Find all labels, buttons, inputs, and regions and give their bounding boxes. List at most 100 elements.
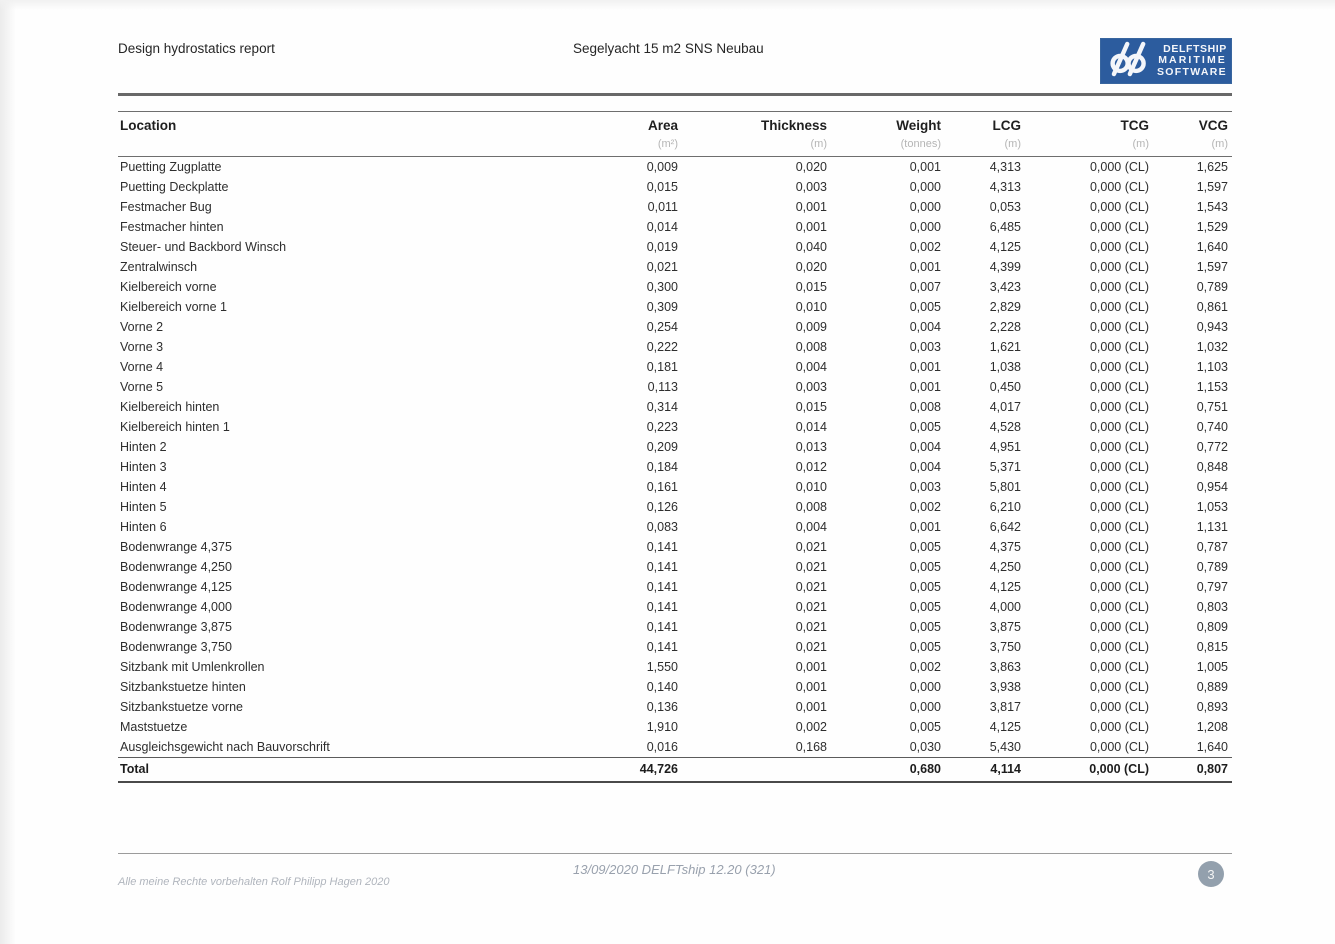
table-row: Hinten 2 0,209 0,013 0,004 4,951 0,000 (CL) 0,… <box>118 437 1232 457</box>
cell-tcg: 0,000 (CL) <box>1089 459 1149 474</box>
table-total-row: Total 44,726 0,680 4,114 0,000 (CL) 0,80… <box>118 757 1232 782</box>
cell-lcg: 3,750 <box>989 639 1021 654</box>
cell-lcg: 3,423 <box>989 279 1021 294</box>
cell-area: 0,021 <box>646 259 678 274</box>
cell-location: Bodenwrange 4,250 <box>120 559 232 574</box>
logo-line-3: SOFTWARE <box>1157 65 1227 78</box>
table-row: Hinten 3 0,184 0,012 0,004 5,371 0,000 (CL) 0,… <box>118 457 1232 477</box>
cell-weight: 0,001 <box>909 379 941 394</box>
delftship-logo-text: DELFTSHIP MARITIME SOFTWARE <box>1157 42 1227 79</box>
col-header-location: Location <box>120 117 177 133</box>
cell-area: 0,141 <box>646 619 678 634</box>
cell-lcg: 0,450 <box>989 379 1021 394</box>
cell-tcg: 0,000 (CL) <box>1089 439 1149 454</box>
cell-location: Hinten 3 <box>120 459 167 474</box>
cell-area: 0,113 <box>647 379 678 394</box>
cell-location: Sitzbankstuetze hinten <box>120 679 246 694</box>
table-row: Ausgleichsgewicht nach Bauvorschrift 0,01… <box>118 737 1232 758</box>
col-header-weight: Weight <box>896 117 941 133</box>
report-table-body: Puetting Zugplatte 0,009 0,020 0,001 4,313 0,… <box>118 156 1232 757</box>
total-vcg: 0,807 <box>1196 762 1228 776</box>
cell-location: Maststuetze <box>120 719 188 734</box>
cell-lcg: 4,125 <box>989 719 1021 734</box>
table-row: Steuer- und Backbord Winsch 0,019 0,040 0,0… <box>118 237 1232 257</box>
page-number-badge: 3 <box>1198 861 1224 887</box>
cell-tcg: 0,000 (CL) <box>1089 639 1149 654</box>
cell-lcg: 4,125 <box>989 579 1021 594</box>
cell-tcg: 0,000 (CL) <box>1089 699 1149 714</box>
cell-location: Zentralwinsch <box>120 259 198 274</box>
cell-thickness: 0,010 <box>795 479 827 494</box>
cell-thickness: 0,004 <box>795 359 827 374</box>
cell-weight: 0,001 <box>909 159 941 174</box>
cell-area: 0,209 <box>646 439 678 454</box>
cell-lcg: 3,875 <box>989 619 1021 634</box>
cell-location: Bodenwrange 3,875 <box>120 619 232 634</box>
table-row: Bodenwrange 4,250 0,141 0,021 0,005 4,250 0,0… <box>118 557 1232 577</box>
cell-vcg: 0,789 <box>1196 279 1228 294</box>
cell-weight: 0,005 <box>909 299 941 314</box>
total-area: 44,726 <box>639 762 678 776</box>
cell-lcg: 6,210 <box>989 499 1021 514</box>
cell-lcg: 2,228 <box>989 319 1021 334</box>
cell-location: Hinten 4 <box>120 479 167 494</box>
cell-lcg: 4,250 <box>989 559 1021 574</box>
cell-thickness: 0,012 <box>795 459 827 474</box>
cell-tcg: 0,000 (CL) <box>1089 479 1149 494</box>
cell-weight: 0,005 <box>909 419 941 434</box>
table-row: Vorne 3 0,222 0,008 0,003 1,621 0,000 (CL) 1,0… <box>118 337 1232 357</box>
cell-location: Steuer- und Backbord Winsch <box>120 239 287 254</box>
cell-tcg: 0,000 (CL) <box>1089 179 1149 194</box>
cell-lcg: 6,485 <box>989 219 1021 234</box>
table-row: Bodenwrange 4,125 0,141 0,021 0,005 4,125 0,0… <box>118 577 1232 597</box>
cell-tcg: 0,000 (CL) <box>1089 339 1149 354</box>
cell-area: 0,083 <box>646 519 678 534</box>
report-title: Design hydrostatics report <box>118 41 275 56</box>
unit-thickness: (m) <box>810 138 828 150</box>
cell-area: 1,550 <box>646 659 678 674</box>
cell-area: 0,181 <box>646 359 678 374</box>
logo-line-1: DELFTSHIP <box>1163 42 1227 55</box>
cell-vcg: 0,803 <box>1196 599 1228 614</box>
cell-location: Hinten 6 <box>120 519 167 534</box>
cell-weight: 0,000 <box>909 179 941 194</box>
cell-area: 0,126 <box>646 499 678 514</box>
cell-vcg: 1,103 <box>1196 359 1228 374</box>
cell-area: 0,184 <box>646 459 678 474</box>
cell-thickness: 0,020 <box>795 159 827 174</box>
table-row: Festmacher hinten 0,014 0,001 0,000 6,485 0,0… <box>118 217 1232 237</box>
cell-location: Kielbereich vorne <box>120 279 217 294</box>
cell-thickness: 0,001 <box>795 199 827 214</box>
cell-vcg: 0,797 <box>1196 579 1228 594</box>
cell-thickness: 0,001 <box>795 659 827 674</box>
cell-vcg: 0,954 <box>1196 479 1228 494</box>
table-row: Bodenwrange 4,000 0,141 0,021 0,005 4,000 0,0… <box>118 597 1232 617</box>
table-row: Bodenwrange 3,750 0,141 0,021 0,005 3,750 0,0… <box>118 637 1232 657</box>
table-row: Vorne 2 0,254 0,009 0,004 2,228 0,000 (CL) 0,9… <box>118 317 1232 337</box>
col-header-vcg: VCG <box>1198 117 1228 133</box>
cell-thickness: 0,021 <box>795 559 827 574</box>
cell-location: Bodenwrange 4,375 <box>120 539 232 554</box>
cell-tcg: 0,000 (CL) <box>1089 579 1149 594</box>
cell-thickness: 0,001 <box>795 219 827 234</box>
cell-lcg: 1,621 <box>989 339 1021 354</box>
cell-weight: 0,003 <box>909 339 941 354</box>
cell-lcg: 3,863 <box>989 659 1021 674</box>
cell-lcg: 4,399 <box>989 259 1021 274</box>
cell-vcg: 1,529 <box>1196 219 1228 234</box>
table-row: Festmacher Bug 0,011 0,001 0,000 0,053 0,000 … <box>118 197 1232 217</box>
cell-lcg: 1,038 <box>989 359 1021 374</box>
cell-vcg: 1,625 <box>1196 159 1228 174</box>
unit-location <box>118 138 452 156</box>
cell-lcg: 4,313 <box>989 159 1021 174</box>
cell-weight: 0,001 <box>909 519 941 534</box>
cell-vcg: 1,153 <box>1196 379 1228 394</box>
cell-tcg: 0,000 (CL) <box>1089 539 1149 554</box>
cell-weight: 0,001 <box>909 359 941 374</box>
table-units-row: (m²) (m) (tonnes) (m) (m) (m) <box>118 138 1232 156</box>
unit-lcg: (m) <box>1004 138 1022 150</box>
cell-vcg: 1,597 <box>1196 259 1228 274</box>
cell-weight: 0,030 <box>909 739 941 754</box>
cell-area: 0,016 <box>646 739 678 754</box>
cell-vcg: 0,893 <box>1196 699 1228 714</box>
